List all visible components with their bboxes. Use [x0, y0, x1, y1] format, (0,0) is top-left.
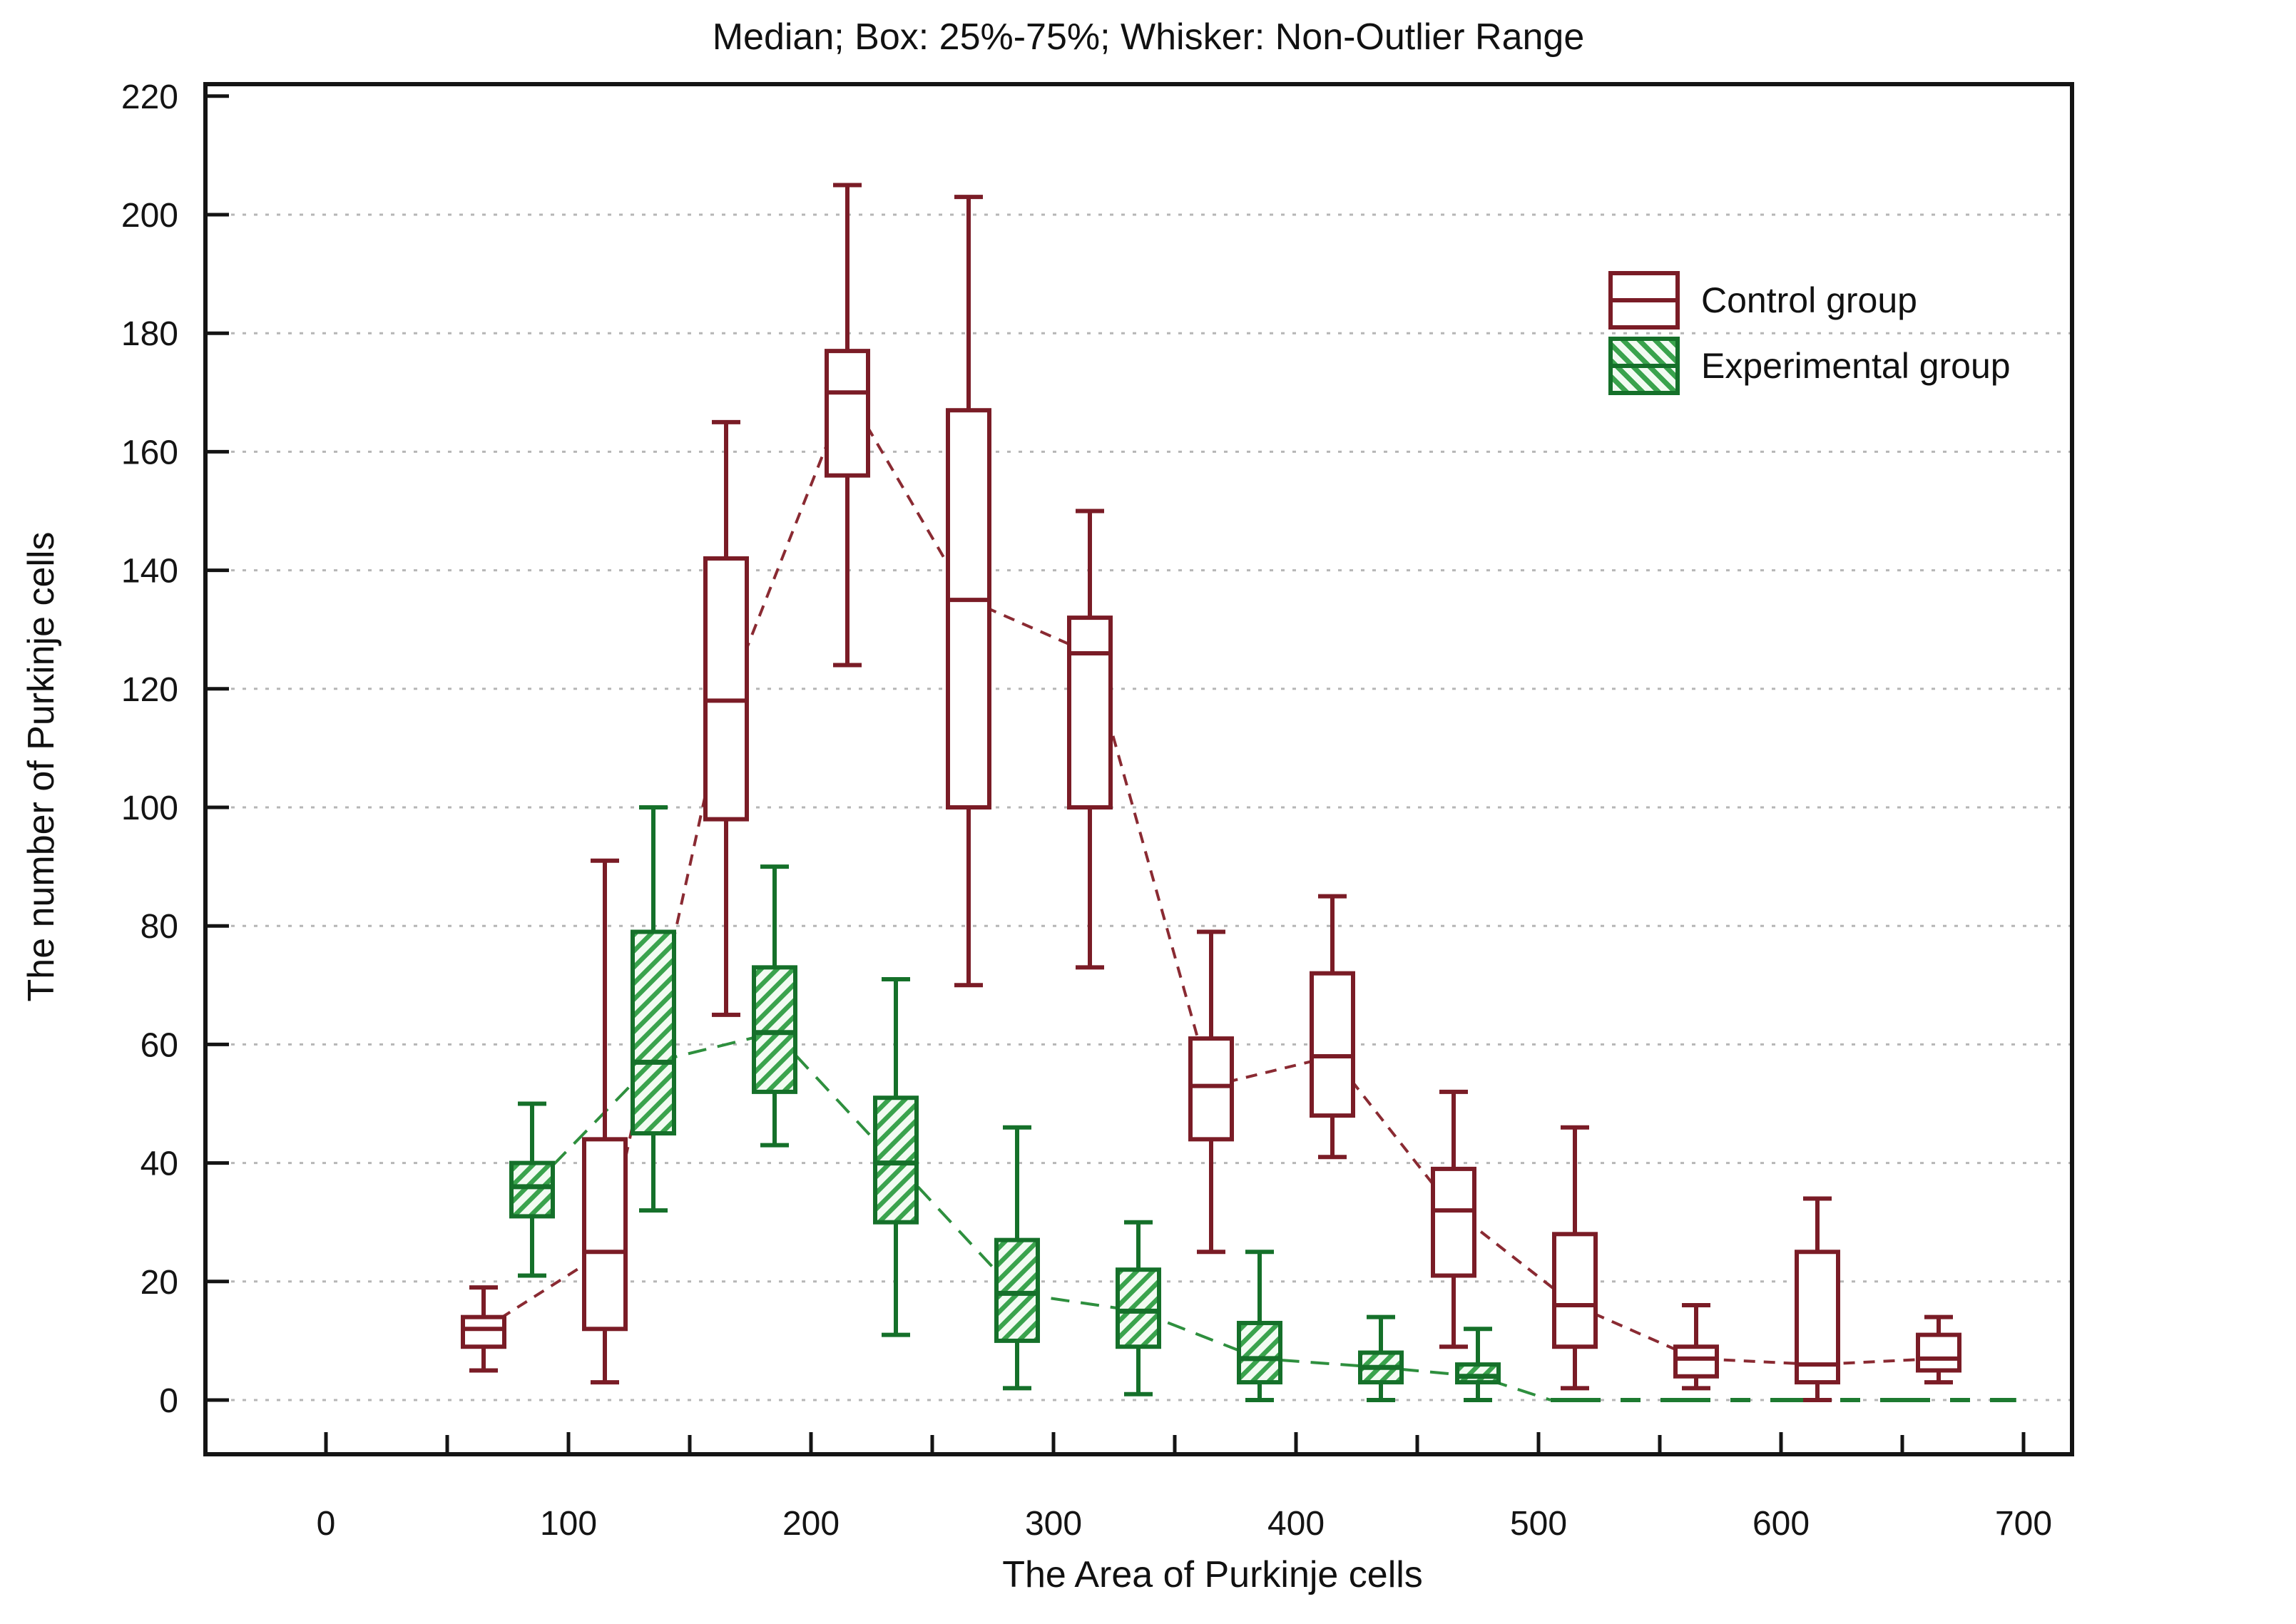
x-tick-label-100: 100 [540, 1505, 597, 1543]
y-tick-label-140: 140 [121, 553, 178, 591]
y-tick-label-180: 180 [121, 315, 178, 353]
box-control-565 [1673, 1303, 1719, 1391]
x-tick-label-700: 700 [1995, 1505, 2052, 1543]
y-tick-label-160: 160 [121, 434, 178, 471]
y-tick-label-80: 80 [141, 908, 178, 946]
y-tick-label-60: 60 [141, 1026, 178, 1064]
legend: Control group Experimental group [1608, 271, 2011, 395]
legend-label-experimental: Experimental group [1701, 346, 2011, 386]
box-exp-135 [631, 805, 676, 1213]
box-control-315 [1067, 509, 1113, 970]
chart-title: Median; Box: 25%-75%; Whisker: Non-Outli… [712, 16, 1585, 58]
legend-item-experimental: Experimental group [1608, 337, 2011, 395]
x-tick-label-600: 600 [1752, 1505, 1810, 1543]
y-tick-label-0: 0 [159, 1382, 178, 1420]
box-control-265 [946, 195, 991, 988]
box-control-115 [582, 858, 628, 1385]
box-control-65 [461, 1285, 506, 1373]
x-axis-title: The Area of Purkinje cells [1002, 1554, 1423, 1595]
x-tick-label-500: 500 [1510, 1505, 1567, 1543]
box-control-465 [1431, 1089, 1476, 1349]
median-line-exp [531, 1031, 1551, 1401]
box-exp-385 [1237, 1250, 1282, 1402]
box-exp-435 [1358, 1314, 1404, 1402]
box-exp-285 [994, 1125, 1040, 1391]
box-control-365 [1188, 929, 1234, 1255]
box-control-215 [825, 183, 870, 668]
x-tick-label-300: 300 [1025, 1505, 1082, 1543]
x-tick-label-200: 200 [782, 1505, 840, 1543]
x-tick-label-0: 0 [317, 1505, 336, 1543]
x-tick-label-400: 400 [1267, 1505, 1325, 1543]
legend-item-control: Control group [1608, 271, 2011, 330]
y-tick-label-20: 20 [141, 1264, 178, 1302]
y-tick-label-40: 40 [141, 1145, 178, 1183]
control-group-swatch-icon [1608, 271, 1680, 330]
experimental-group-swatch-icon [1608, 337, 1680, 395]
y-tick-label-220: 220 [121, 78, 178, 116]
legend-label-control: Control group [1701, 280, 1917, 320]
box-exp-235 [873, 976, 919, 1337]
plot-frame [203, 82, 2074, 1456]
box-exp-85 [509, 1101, 555, 1278]
box-exp-475 [1455, 1327, 1501, 1402]
y-tick-label-100: 100 [121, 790, 178, 827]
box-control-665 [1916, 1314, 1961, 1385]
box-control-415 [1310, 894, 1355, 1160]
box-control-615 [1795, 1196, 1840, 1402]
box-control-515 [1552, 1125, 1598, 1391]
box-control-165 [703, 419, 749, 1017]
box-exp-335 [1116, 1220, 1161, 1396]
y-tick-label-120: 120 [121, 671, 178, 709]
box-exp-185 [752, 864, 797, 1148]
y-tick-label-200: 200 [121, 197, 178, 235]
